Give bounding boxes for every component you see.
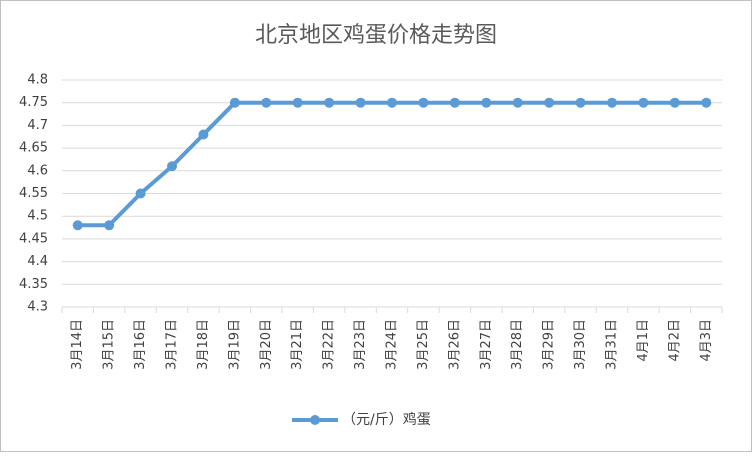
x-tick-label: 3月25日 [416,319,431,370]
legend-label: （元/斤）鸡蛋 [342,411,431,428]
x-tick-label: 3月28日 [510,319,525,370]
point [418,97,429,108]
x-tick-label: 3月17日 [165,319,180,370]
x-tick-label: 3月19日 [227,319,242,370]
chart-title: 北京地区鸡蛋价格走势图 [255,23,497,48]
point [135,188,146,199]
point [387,97,397,108]
x-tick-label: 3月21日 [290,319,305,370]
x-tick-label: 4月2日 [667,319,682,362]
x-tick-label: 3月27日 [479,319,494,370]
x-tick-label: 3月15日 [102,319,117,370]
x-tick-label: 4月3日 [699,319,714,362]
x-tick-label: 3月26日 [447,319,462,370]
point [701,97,712,108]
x-tick-label: 3月16日 [133,319,148,370]
y-tick-label: 4.65 [19,141,48,156]
y-tick-label: 4.5 [27,209,48,224]
y-tick-label: 4.3 [27,300,48,315]
x-tick-label: 3月30日 [573,319,588,370]
y-tick-label: 4.45 [19,231,48,246]
point [104,220,115,231]
x-tick-label: 4月1日 [636,319,651,362]
point [292,97,303,108]
point [198,129,209,140]
legend-marker [310,415,320,425]
point [72,220,83,231]
point [449,97,460,108]
point [167,161,177,172]
point [638,97,649,108]
y-tick-label: 4.7 [27,118,48,133]
y-tick-label: 4.6 [27,163,48,178]
x-tick-label: 3月18日 [196,319,211,370]
point [229,97,240,108]
y-tick-label: 4.75 [19,95,48,110]
point [607,97,617,108]
point [575,97,586,108]
x-tick-label: 3月22日 [322,319,337,370]
y-tick-label: 4.35 [19,277,48,292]
y-tick-label: 4.55 [19,186,48,201]
point [512,97,523,108]
point [261,97,272,108]
y-tick-label: 4.4 [27,254,48,269]
x-tick-label: 3月31日 [605,319,620,370]
y-tick-label: 4.8 [27,73,48,88]
x-tick-label: 3月24日 [385,319,400,370]
x-tick-label: 3月14日 [70,319,85,370]
point [669,97,680,108]
x-tick-label: 3月29日 [542,319,557,370]
x-tick-label: 3月20日 [259,319,274,370]
point [481,97,492,108]
x-tick-label: 3月23日 [353,319,368,370]
point [324,97,335,108]
point [355,97,366,108]
point [544,97,555,108]
